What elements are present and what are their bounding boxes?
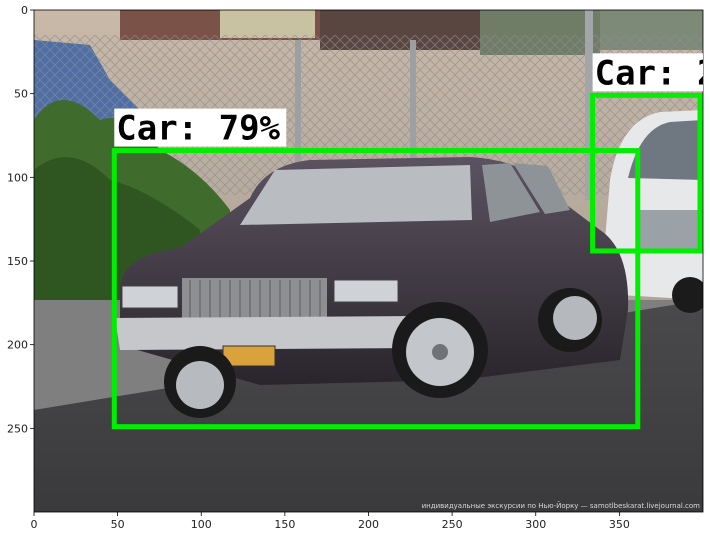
x-tick-label: 100: [191, 518, 212, 531]
x-tick-label: 50: [111, 518, 125, 531]
x-tick-label: 0: [31, 518, 38, 531]
x-tick-label: 250: [442, 518, 463, 531]
y-tick-label: 250: [7, 422, 28, 435]
x-tick-label: 350: [609, 518, 630, 531]
detection-label: Car: 2: [595, 53, 710, 93]
y-tick-label: 0: [21, 4, 28, 17]
detection-box: [590, 92, 703, 254]
x-tick-label: 300: [525, 518, 546, 531]
car-photo: [115, 157, 629, 418]
y-tick-label: 150: [7, 255, 28, 268]
detection-label-bg: [592, 53, 703, 92]
y-tick-label: 100: [7, 171, 28, 184]
axis-ticks: 0 50 100 150 200 250 300 350 0 50 100 150 200 250: [7, 4, 630, 531]
watermark: индивидуальные экскурсии по Нью-Йорку — …: [422, 501, 701, 510]
x-tick-label: 200: [358, 518, 379, 531]
y-tick-label: 200: [7, 339, 28, 352]
x-tick-label: 150: [274, 518, 295, 531]
detections-layer: Car: 79% Car: 2: [111, 53, 710, 430]
detection-label: Car: 79%: [116, 109, 280, 149]
detection-label-bg: [114, 108, 287, 147]
detection-box: [111, 148, 641, 430]
y-tick-label: 50: [14, 88, 28, 101]
